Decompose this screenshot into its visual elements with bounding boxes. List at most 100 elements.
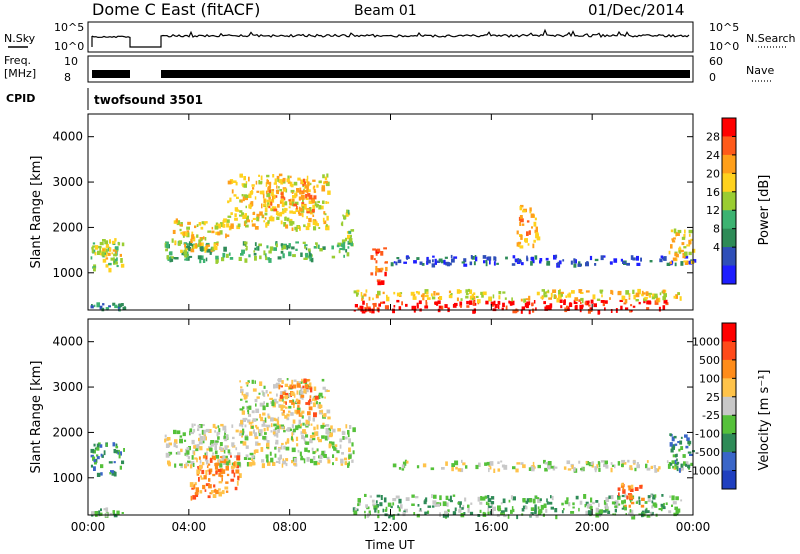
heatmap-cell: [236, 465, 239, 469]
heatmap-cell: [289, 220, 293, 226]
heatmap-cell: [629, 494, 633, 499]
heatmap-cell: [520, 298, 523, 302]
heatmap-cell: [239, 423, 242, 427]
heatmap-cell: [651, 500, 654, 504]
heatmap-cell: [585, 290, 590, 293]
heatmap-cell: [241, 212, 244, 217]
heatmap-cell: [243, 176, 246, 181]
heatmap-cell: [343, 215, 347, 220]
heatmap-cell: [339, 444, 342, 449]
heatmap-cell: [364, 510, 366, 514]
heatmap-cell: [377, 510, 380, 514]
heatmap-cell: [112, 302, 116, 306]
heatmap-cell: [685, 463, 688, 467]
heatmap-cell: [286, 439, 290, 444]
heatmap-cell: [196, 224, 199, 227]
heatmap-cell: [665, 302, 669, 306]
heatmap-cell: [247, 419, 251, 423]
heatmap-cell: [488, 296, 492, 301]
power-colorbar-label: Power [dB]: [757, 175, 772, 246]
heatmap-cell: [186, 245, 190, 250]
heatmap-cell: [526, 231, 529, 236]
heatmap-cell: [585, 510, 590, 515]
heatmap-cell: [622, 261, 626, 264]
heatmap-cell: [184, 246, 187, 251]
heatmap-cell: [321, 435, 325, 439]
heatmap-cell: [629, 488, 634, 492]
heatmap-cell: [438, 258, 442, 262]
heatmap-cell: [251, 223, 256, 227]
heatmap-cell: [215, 455, 220, 459]
heatmap-cell: [654, 300, 659, 305]
heatmap-cell: [100, 472, 103, 476]
heatmap-cell: [183, 249, 188, 255]
heatmap-cell: [277, 256, 282, 260]
heatmap-cell: [552, 465, 556, 471]
heatmap-cell: [396, 257, 400, 260]
heatmap-cell: [321, 187, 326, 192]
heatmap-cell: [327, 190, 331, 195]
heatmap-cell: [318, 392, 323, 397]
heatmap-cell: [304, 205, 307, 210]
heatmap-cell: [312, 456, 316, 460]
heatmap-cell: [280, 192, 284, 196]
heatmap-cell: [276, 393, 278, 397]
heatmap-cell: [673, 512, 677, 517]
heatmap-cell: [450, 254, 453, 258]
heatmap-cell: [629, 309, 633, 313]
heatmap-cell: [255, 403, 257, 407]
heatmap-cell: [347, 234, 351, 240]
heatmap-cell: [555, 254, 558, 258]
heatmap-cell: [234, 486, 238, 491]
heatmap-cell: [120, 263, 125, 268]
heatmap-cell: [512, 309, 516, 314]
heatmap-cell: [258, 174, 260, 177]
heatmap-cell: [226, 473, 230, 477]
heatmap-cell: [379, 502, 383, 507]
heatmap-cell: [508, 300, 511, 304]
heatmap-cell: [246, 215, 249, 220]
heatmap-cell: [202, 455, 207, 459]
heatmap-cell: [416, 465, 420, 469]
heatmap-cell: [498, 295, 501, 300]
heatmap-cell: [225, 455, 228, 461]
heatmap-cell: [196, 458, 198, 463]
heatmap-cell: [198, 441, 203, 445]
heatmap-cell: [603, 510, 607, 513]
heatmap-cell: [452, 494, 456, 497]
nsky-frame: [87, 21, 694, 53]
heatmap-cell: [674, 252, 678, 257]
heatmap-cell: [376, 494, 381, 498]
heatmap-cell: [96, 454, 99, 457]
heatmap-cell: [526, 301, 530, 307]
heatmap-cell: [342, 436, 345, 440]
heatmap-cell: [586, 503, 590, 509]
heatmap-cell: [253, 250, 256, 253]
heatmap-cell: [621, 463, 624, 468]
heatmap-cell: [270, 199, 275, 203]
heatmap-cell: [177, 242, 181, 246]
heatmap-cell: [613, 258, 618, 263]
heatmap-cell: [628, 293, 631, 297]
heatmap-cell: [594, 258, 599, 262]
heatmap-cell: [497, 468, 501, 472]
heatmap-cell: [461, 507, 464, 510]
heatmap-cell: [520, 309, 523, 314]
heatmap-cell: [433, 494, 437, 499]
heatmap-cell: [208, 478, 211, 482]
heatmap-cell: [283, 430, 286, 433]
heatmap-cell: [290, 198, 292, 204]
heatmap-cell: [601, 294, 603, 298]
heatmap-cell: [241, 249, 245, 254]
heatmap-cell: [300, 455, 303, 460]
heatmap-cell: [239, 408, 244, 411]
heatmap-cell: [249, 190, 254, 194]
heatmap-cell: [689, 453, 693, 456]
heatmap-cell: [292, 195, 296, 199]
heatmap-cell: [179, 438, 183, 444]
heatmap-cell: [241, 410, 245, 415]
velocity-frame: [87, 318, 694, 516]
heatmap-cell: [374, 302, 377, 307]
heatmap-cell: [621, 500, 624, 505]
